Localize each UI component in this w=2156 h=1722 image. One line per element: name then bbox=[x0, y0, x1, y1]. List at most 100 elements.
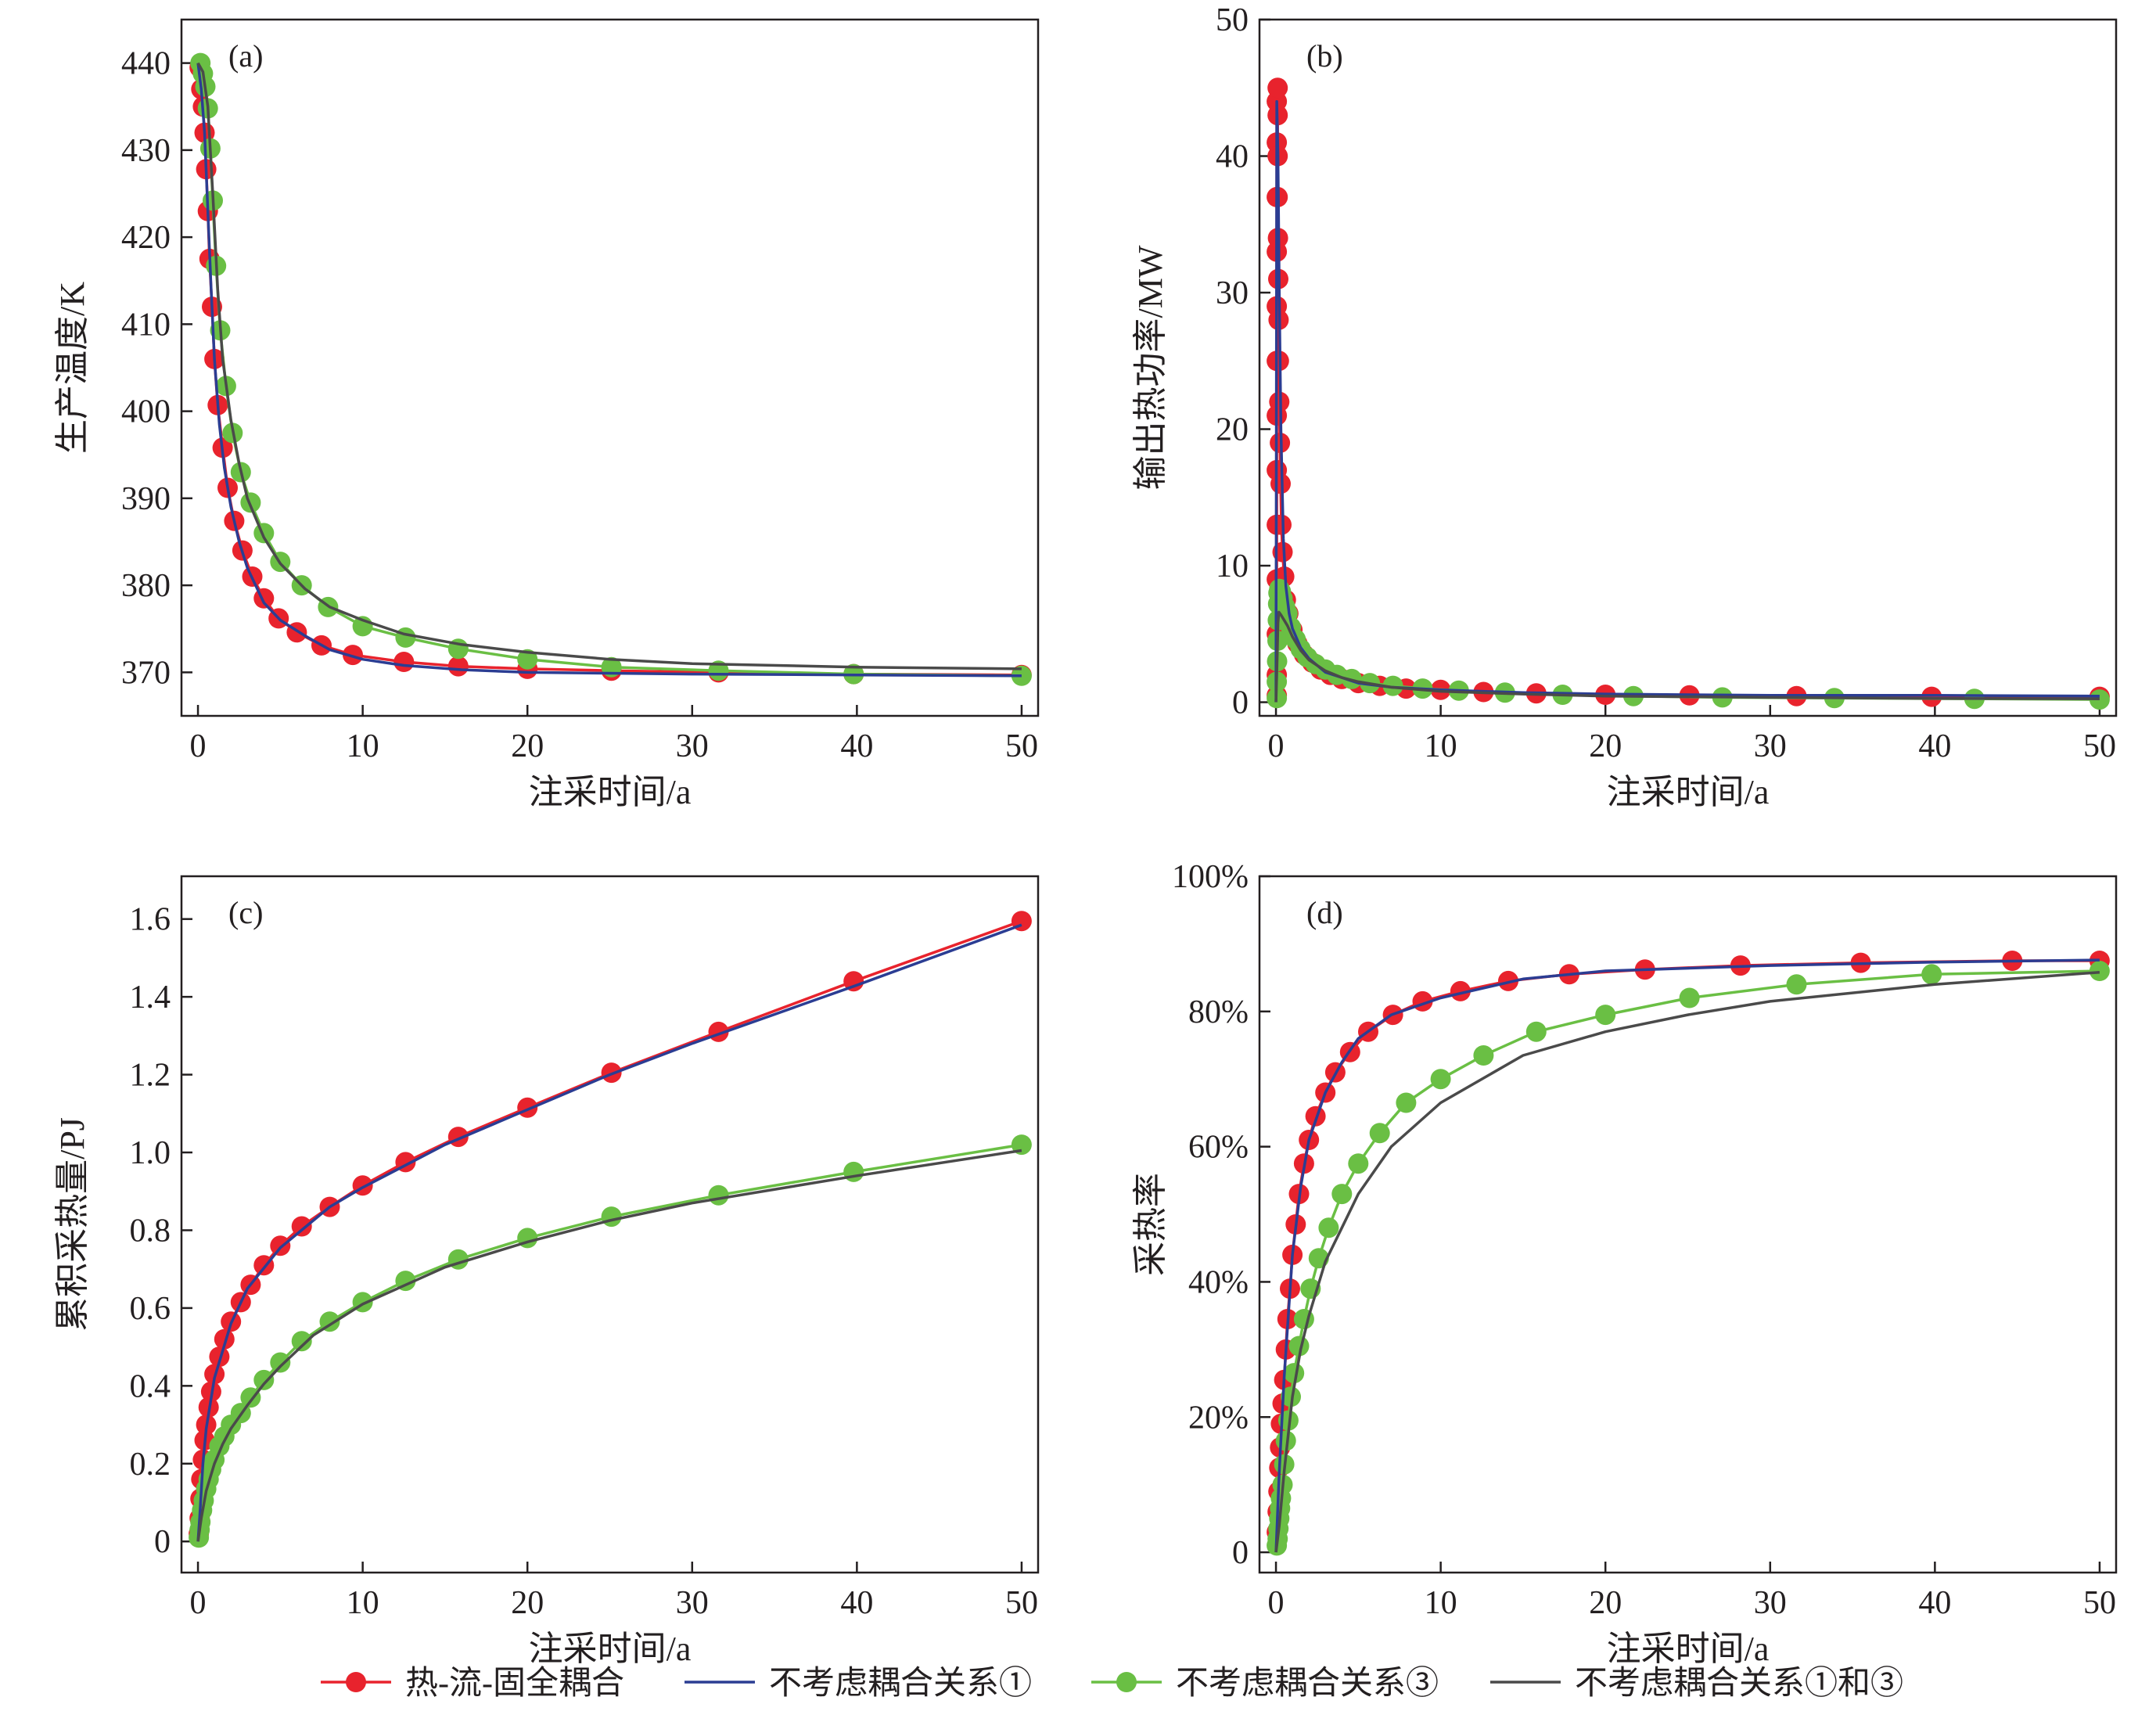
data-point bbox=[1786, 974, 1807, 995]
data-point bbox=[2089, 689, 2110, 710]
data-point bbox=[343, 645, 363, 666]
y-tick-label: 370 bbox=[121, 655, 171, 691]
data-point bbox=[517, 649, 538, 670]
panel-tag: (c) bbox=[228, 895, 263, 930]
y-tick-label: 0.8 bbox=[130, 1213, 171, 1249]
y-axis-title: 采热率 bbox=[1131, 1173, 1170, 1276]
y-tick-label: 20% bbox=[1188, 1400, 1249, 1436]
series-group bbox=[189, 52, 1032, 686]
series-line-gray-line bbox=[196, 62, 1022, 670]
series-group bbox=[1267, 77, 2110, 710]
x-tick-label: 50 bbox=[1005, 728, 1038, 764]
y-tick-label: 0.2 bbox=[130, 1447, 171, 1483]
x-tick-label: 30 bbox=[676, 1585, 709, 1621]
legend-label: 不考虑耦合关系③ bbox=[1176, 1666, 1439, 1702]
data-point bbox=[253, 588, 275, 609]
x-tick-label: 20 bbox=[1589, 728, 1622, 764]
y-tick-label: 1.4 bbox=[130, 980, 171, 1016]
data-point bbox=[447, 656, 469, 677]
x-axis-title: 注采时间/a bbox=[1607, 773, 1770, 811]
y-tick-label: 20 bbox=[1216, 412, 1249, 448]
series-line-gray-line bbox=[196, 1149, 1022, 1542]
y-tick-label: 30 bbox=[1216, 275, 1249, 311]
y-tick-label: 0 bbox=[1232, 1535, 1249, 1571]
series-line-red-marker bbox=[1275, 86, 2100, 699]
y-tick-label: 0 bbox=[1232, 685, 1249, 721]
x-tick-label: 0 bbox=[1268, 1585, 1285, 1621]
data-point bbox=[1267, 77, 1288, 99]
y-tick-label: 40 bbox=[1216, 139, 1249, 175]
data-point bbox=[1281, 1386, 1301, 1407]
series-line-red-marker bbox=[198, 67, 1022, 677]
series-line-red-marker bbox=[197, 919, 1022, 1534]
x-tick-label: 40 bbox=[1918, 728, 1951, 764]
data-point bbox=[2089, 961, 2110, 981]
x-tick-label: 10 bbox=[1425, 1585, 1457, 1621]
x-tick-label: 40 bbox=[1918, 1585, 1951, 1621]
x-tick-label: 50 bbox=[2083, 1585, 2116, 1621]
y-tick-label: 1.0 bbox=[130, 1135, 171, 1171]
legend-label: 热-流-固全耦合 bbox=[405, 1665, 624, 1702]
data-point bbox=[1430, 1069, 1451, 1090]
x-tick-label: 30 bbox=[1754, 728, 1787, 764]
x-axis-title: 注采时间/a bbox=[529, 773, 692, 811]
x-tick-label: 40 bbox=[840, 1585, 873, 1621]
data-point bbox=[393, 652, 415, 672]
series-group bbox=[1267, 951, 2110, 1556]
data-point bbox=[1305, 1105, 1326, 1127]
data-point bbox=[1679, 987, 1700, 1008]
series-line-blue-line bbox=[1274, 958, 2100, 1553]
panel-d: 0 10 20 30 40 50 0 20% 40% 60% 80% 100% 注采时间/a 采热率 (d) bbox=[1131, 859, 2118, 1668]
y-tick-label: 1.6 bbox=[130, 902, 171, 938]
y-axis-title: 累积采热量/PJ bbox=[53, 1117, 92, 1332]
series-line-blue-line bbox=[196, 923, 1022, 1542]
x-tick-label: 30 bbox=[1754, 1585, 1787, 1621]
plot-frame bbox=[1258, 18, 2118, 717]
data-point bbox=[1525, 1021, 1547, 1042]
legend-swatch-marker bbox=[1116, 1672, 1137, 1692]
x-tick-label: 50 bbox=[1005, 1585, 1038, 1621]
series-line-blue-line bbox=[196, 63, 1022, 678]
series-group bbox=[189, 911, 1032, 1548]
legend-label: 不考虑耦合关系① bbox=[769, 1666, 1032, 1702]
data-point bbox=[1271, 514, 1292, 535]
y-axis-title: 输出热功率/MW bbox=[1131, 245, 1170, 490]
data-point bbox=[601, 1206, 622, 1228]
y-tick-label: 50 bbox=[1216, 2, 1249, 38]
panel-c: 0 10 20 30 40 50 0 0.2 0.4 0.6 0.8 1.0 1.2 1.4 1.6 注采时间… bbox=[53, 875, 1040, 1668]
x-tick-label: 20 bbox=[511, 1585, 544, 1621]
data-point bbox=[843, 1161, 864, 1182]
data-point bbox=[708, 1185, 729, 1206]
panel-tag: (a) bbox=[228, 38, 263, 74]
data-point bbox=[270, 1352, 291, 1373]
data-point bbox=[1595, 1005, 1616, 1026]
y-tick-label: 80% bbox=[1188, 994, 1249, 1030]
y-tick-label: 410 bbox=[121, 307, 171, 343]
plot-frame bbox=[180, 875, 1040, 1574]
legend-item: 不考虑耦合关系① bbox=[685, 1666, 1032, 1702]
legend-swatch-marker bbox=[346, 1672, 366, 1692]
legend-item: 不考虑耦合关系③ bbox=[1091, 1666, 1439, 1702]
panel-tag: (b) bbox=[1306, 38, 1343, 74]
panels: 0 10 20 30 40 50370380390400410420430440注采时间/… bbox=[53, 2, 2118, 1668]
data-point bbox=[1382, 675, 1403, 696]
data-point bbox=[843, 971, 864, 992]
y-tick-label: 60% bbox=[1188, 1130, 1249, 1166]
x-tick-label: 0 bbox=[190, 1585, 207, 1621]
data-point bbox=[1331, 1184, 1353, 1205]
legend-item: 热-流-固全耦合 bbox=[321, 1665, 624, 1702]
y-tick-label: 0.4 bbox=[130, 1368, 171, 1404]
series-line-blue-line bbox=[1274, 99, 2100, 703]
data-point bbox=[253, 1369, 275, 1390]
data-point bbox=[1921, 964, 1942, 985]
x-tick-label: 20 bbox=[511, 728, 544, 764]
plot-frame bbox=[180, 18, 1040, 717]
data-point bbox=[1348, 1153, 1369, 1174]
y-tick-label: 440 bbox=[121, 46, 171, 82]
y-tick-label: 390 bbox=[121, 481, 171, 517]
x-axis-title: 注采时间/a bbox=[1607, 1630, 1770, 1668]
x-tick-label: 0 bbox=[190, 728, 207, 764]
series-line-green-marker bbox=[1275, 969, 2100, 1546]
legend-item: 不考虑耦合关系①和③ bbox=[1490, 1666, 1903, 1702]
plot-frame bbox=[1258, 875, 2118, 1574]
